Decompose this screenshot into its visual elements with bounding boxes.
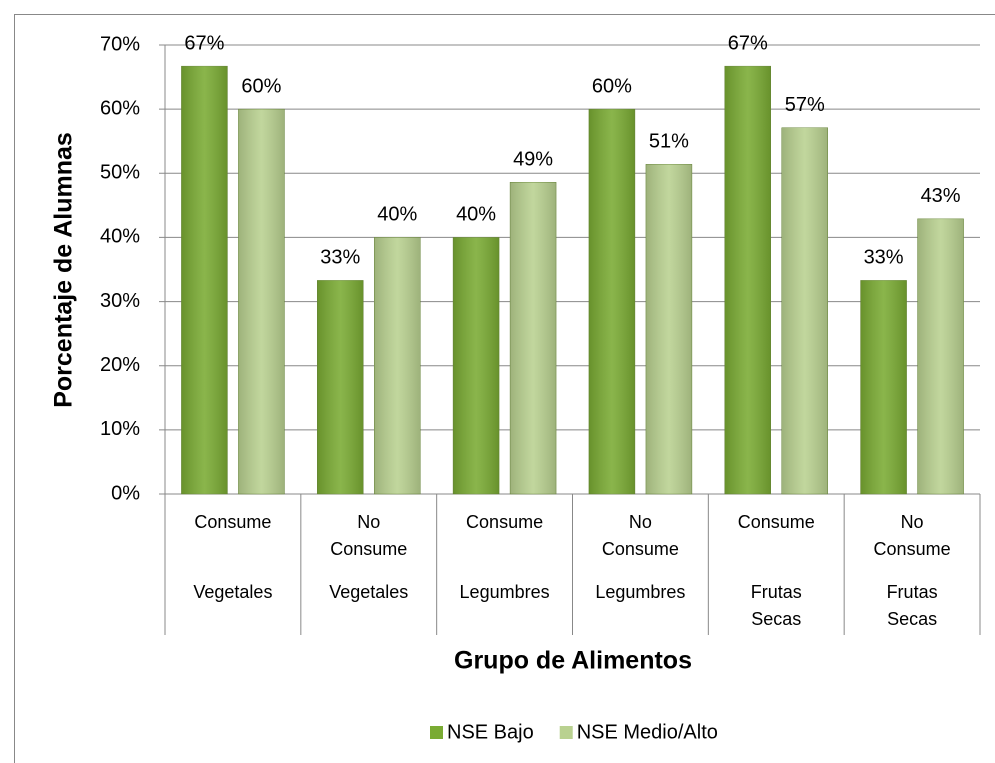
bar-shade [860, 280, 907, 494]
legend-label: NSE Bajo [447, 721, 534, 743]
y-tick-label: 30% [100, 290, 140, 312]
bar-shade [781, 127, 828, 494]
value-label: 33% [864, 247, 904, 269]
bar-shade [238, 109, 285, 495]
bar-shade [181, 66, 228, 494]
x-group-label: Frutas Secas [751, 582, 802, 629]
y-tick-label: 50% [100, 162, 140, 184]
value-label: 60% [241, 75, 281, 97]
value-label: 67% [728, 32, 768, 54]
value-label: 57% [785, 94, 825, 116]
y-tick-label: 10% [100, 418, 140, 440]
value-label: 51% [649, 131, 689, 153]
x-group-label: Vegetales [329, 582, 408, 602]
x-group-label: Frutas Secas [887, 582, 938, 629]
bar-shade [724, 66, 771, 494]
x-group-label: Legumbres [595, 582, 685, 602]
y-tick-label: 40% [100, 226, 140, 248]
x-tick-label: Consume [194, 512, 271, 532]
x-tick-label: No Consume [330, 512, 407, 559]
x-tick-label: No Consume [874, 512, 951, 559]
bar-shade [453, 237, 500, 494]
x-tick-label: Consume [738, 512, 815, 532]
value-label: 33% [320, 247, 360, 269]
value-label: 67% [184, 32, 224, 54]
chart-border [14, 14, 995, 763]
bar-shade [588, 109, 635, 495]
y-axis-title: Porcentaje de Alumnas [50, 132, 78, 408]
y-tick-label: 0% [111, 482, 140, 504]
value-label: 60% [592, 75, 632, 97]
x-tick-label: Consume [466, 512, 543, 532]
bar-shade [917, 218, 964, 494]
bar-shade [510, 182, 557, 494]
y-tick-label: 70% [100, 33, 140, 55]
x-group-label: Legumbres [460, 582, 550, 602]
y-tick-label: 60% [100, 97, 140, 119]
value-label: 40% [377, 204, 417, 226]
bar-shade [645, 164, 692, 494]
legend-swatch [559, 726, 573, 739]
value-label: 49% [513, 149, 553, 171]
bar-shade [374, 237, 421, 494]
legend-label: NSE Medio/Alto [577, 721, 718, 743]
y-tick-label: 20% [100, 354, 140, 376]
x-tick-label: No Consume [602, 512, 679, 559]
x-group-label: Vegetales [193, 582, 272, 602]
legend-swatch [430, 726, 443, 739]
value-label: 43% [921, 185, 961, 207]
value-label: 40% [456, 204, 496, 226]
x-axis-title: Grupo de Alimentos [454, 647, 692, 675]
bar-shade [317, 280, 364, 494]
